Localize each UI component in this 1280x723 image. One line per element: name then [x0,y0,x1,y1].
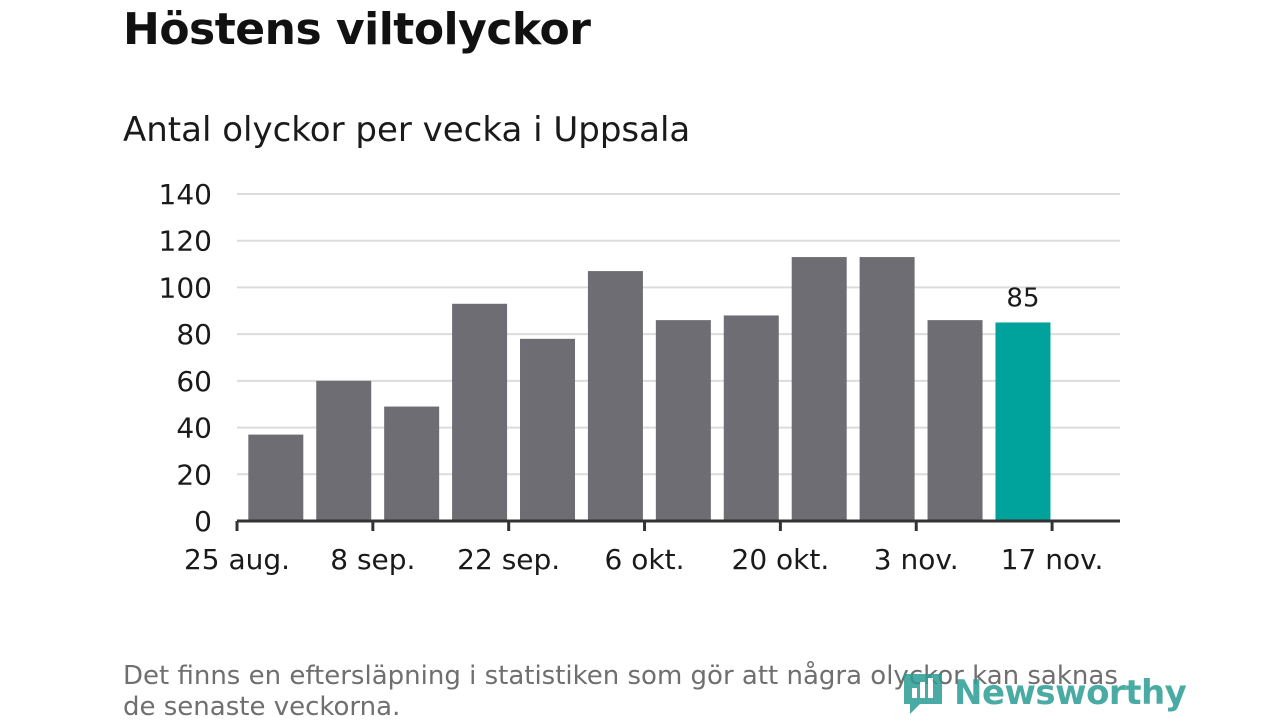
x-tick-label: 8 sep. [330,543,415,576]
x-tick-label: 17 nov. [1001,543,1104,576]
y-tick-label: 80 [176,318,212,351]
bar [927,320,983,521]
footnote: Det finns en eftersläpning i statistiken… [123,661,1118,722]
chart-subtitle: Antal olyckor per vecka i Uppsala [123,110,691,150]
x-tick-label: 20 okt. [732,543,830,576]
y-tick-label: 60 [176,365,212,398]
logo-text: Newsworthy [954,673,1187,713]
bar [384,406,440,521]
x-tick-label: 22 sep. [457,543,560,576]
x-tick-label: 25 aug. [184,543,290,576]
bar [316,380,372,521]
y-tick-label: 100 [159,271,212,304]
data-label: 85 [1006,283,1039,313]
bar [452,303,508,521]
y-tick-label: 40 [176,412,212,445]
y-tick-label: 0 [194,505,212,538]
newsworthy-logo-icon [904,674,942,714]
y-tick-label: 140 [159,178,212,211]
y-tick-label: 120 [159,225,212,258]
bar [655,320,711,521]
x-tick-label: 3 nov. [874,543,959,576]
chart-title: Höstens viltolyckor [123,4,591,55]
bar [587,271,643,521]
bar-chart: 0 20 40 60 80 100 120 140 85 25 aug. 8 sep. 22 sep.… [159,178,1120,576]
bar-highlight [995,322,1051,521]
bar [520,338,576,521]
x-tick-label: 6 okt. [605,543,685,576]
newsworthy-logo[interactable]: Newsworthy [900,670,1187,716]
bar [859,257,915,521]
bar [248,434,304,521]
y-tick-label: 20 [176,458,212,491]
bar [723,315,779,521]
bar [791,257,847,521]
